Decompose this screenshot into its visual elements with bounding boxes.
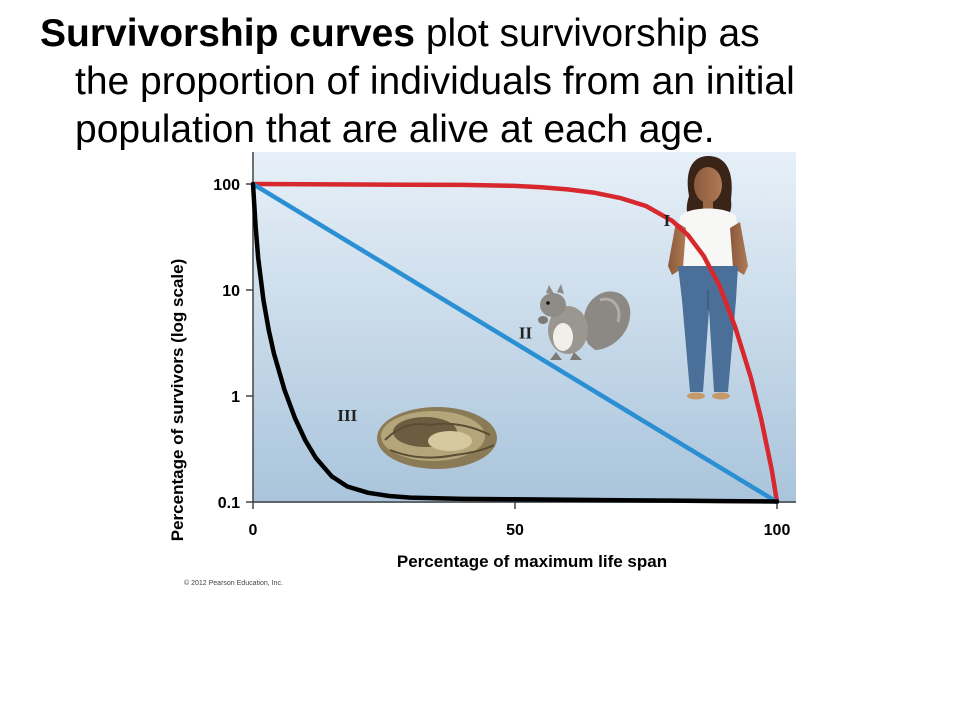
x-axis-title: Percentage of maximum life span [397,552,667,571]
y-tick-label: 10 [222,283,240,300]
x-tick-label: 100 [764,522,791,539]
y-tick-label: 0.1 [218,495,240,512]
heading-line2: the proportion of individuals from an in… [75,60,795,103]
y-tick-label: 1 [231,389,240,406]
x-tick-label: 50 [506,522,524,539]
series-line-ii [250,181,780,505]
heading-line3: population that are alive at each age. [75,108,715,151]
heading-bold-term: Survivorship curves [40,12,415,55]
series-line-i [250,181,780,505]
y-axis-title: Percentage of survivors (log scale) [168,259,187,542]
oyster-illustration [377,407,497,469]
copyright-notice: © 2012 Pearson Education, Inc. [184,579,283,587]
series-line-iii [250,181,780,504]
curve-label-i: I [664,211,671,230]
curve-label-iii: III [337,406,357,425]
y-tick-label: 100 [213,177,240,194]
x-tick-label: 0 [249,522,258,539]
squirrel-illustration [538,284,631,360]
heading-line1: plot survivorship as [415,12,760,55]
tick-labels: 100 10 1 0.1 0 50 100 [213,177,790,539]
series-layer [250,181,780,505]
curve-label-ii: II [519,323,533,342]
slide-heading: Survivorship curves plot survivorship as… [40,10,940,154]
